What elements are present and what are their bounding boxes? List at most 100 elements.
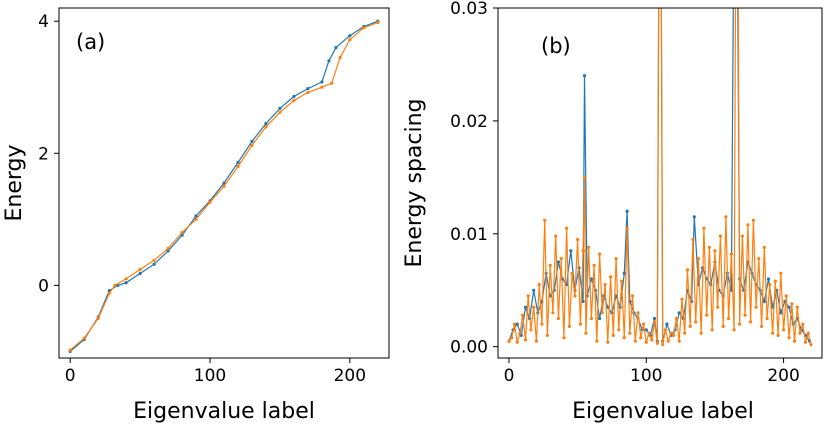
y-tick-label-b: 0.00 — [450, 338, 488, 358]
series-orange-point-b — [521, 313, 525, 317]
series-blue-point-b — [598, 316, 602, 321]
series-blue-point-a — [124, 281, 128, 285]
ticks-b: 0 100 200 0.00 0.01 0.02 0.03 — [450, 0, 800, 386]
series-orange-point-a — [68, 348, 72, 352]
series-blue-point-b — [779, 311, 783, 315]
series-orange-point-b — [592, 263, 596, 267]
series-orange-point-b — [707, 245, 712, 249]
y-axis-label-a: Energy — [2, 144, 27, 221]
series-blue-point-a — [264, 122, 268, 126]
series-orange-point-b — [625, 226, 629, 230]
series-blue-point-b — [692, 215, 696, 219]
series-orange-point-b — [754, 305, 758, 309]
plot-area-a — [68, 19, 380, 353]
x-tick-label-a: 100 — [194, 366, 226, 386]
series-orange-point-b — [537, 283, 541, 287]
series-orange-point-b — [746, 223, 750, 227]
series-orange-point-b — [559, 257, 563, 261]
series-blue-point-b — [677, 311, 681, 315]
series-orange-point-b — [565, 226, 569, 230]
series-orange-point-b — [556, 316, 561, 321]
series-orange-point-b — [567, 324, 572, 328]
series-blue-point-b — [625, 209, 629, 213]
series-blue-point-b — [606, 305, 610, 309]
series-blue-point-b — [556, 260, 561, 264]
series-orange-point-b — [740, 234, 745, 238]
series-blue-point-b — [569, 249, 573, 253]
series-orange-point-a — [96, 316, 100, 320]
series-orange-point-b — [600, 311, 604, 315]
series-blue-point-a — [194, 214, 198, 218]
series-orange-point-b — [683, 331, 687, 335]
series-orange-point-b — [727, 316, 731, 321]
series-orange-point-a — [222, 184, 226, 188]
series-orange-point-b — [548, 263, 552, 267]
series-orange-point-b — [716, 305, 720, 309]
y-tick-label-b: 0.02 — [450, 112, 488, 132]
series-orange-point-b — [515, 340, 519, 344]
series-orange-point-b — [598, 252, 602, 256]
series-orange-point-b — [688, 324, 692, 328]
series-orange-point-a — [113, 283, 117, 287]
series-orange-point-b — [803, 340, 808, 344]
axes-frame-a — [58, 7, 390, 359]
series-orange-point-b — [669, 331, 673, 335]
series-blue-point-b — [581, 299, 585, 304]
x-axis-label-b: Eigenvalue label — [572, 399, 754, 424]
series-orange-point-b — [622, 336, 626, 340]
series-orange-point-b — [710, 328, 714, 332]
series-orange-point-b — [551, 311, 555, 315]
series-orange-point-a — [82, 336, 86, 340]
series-blue-point-a — [348, 34, 352, 38]
series-blue-point-a — [292, 94, 296, 99]
series-orange-point-b — [540, 322, 544, 326]
series-orange-point-b — [806, 331, 810, 335]
series-blue-point-a — [250, 139, 254, 143]
series-orange-point-b — [760, 324, 764, 328]
series-orange-point-b — [751, 218, 756, 222]
series-orange-point-a — [152, 258, 156, 262]
series-orange-point-b — [510, 336, 514, 340]
panel-a: 0 100 200 0 2 4 (a) Eigenvalue label Energy — [2, 7, 390, 424]
series-orange-point-b — [787, 336, 791, 340]
series-orange-point-b — [620, 279, 624, 283]
series-orange-point-b — [576, 237, 580, 242]
y-axis-label-b: Energy spacing — [402, 98, 427, 267]
series-orange-point-b — [584, 331, 588, 335]
series-blue-point-a — [152, 262, 156, 266]
series-orange-point-a — [376, 20, 380, 25]
series-orange-point-a — [348, 38, 352, 42]
series-orange-point-b — [644, 340, 648, 344]
series-blue-point-a — [222, 181, 226, 185]
series-orange-point-b — [661, 342, 665, 347]
series-orange-point-b — [771, 331, 775, 335]
x-tick-label-b: 0 — [504, 366, 515, 386]
series-orange-point-b — [749, 320, 753, 324]
series-orange-point-b — [798, 331, 802, 335]
series-orange-point-a — [306, 90, 310, 95]
series-orange-point-a — [166, 246, 170, 250]
series-orange-point-b — [765, 316, 769, 321]
series-orange-point-b — [507, 339, 511, 343]
series-orange-point-b — [743, 313, 747, 317]
series-orange-point-b — [784, 294, 788, 298]
series-orange-point-a — [320, 85, 324, 89]
series-orange-point-b — [776, 333, 780, 337]
series-blue-point-b — [652, 316, 657, 321]
panel-label-a: (a) — [76, 30, 105, 54]
series-blue-point-b — [665, 322, 669, 326]
series-orange-point-a — [264, 125, 268, 129]
series-blue-point-a — [320, 80, 324, 84]
series-orange-point-b — [647, 331, 651, 335]
series-blue-point-b — [589, 277, 594, 281]
series-orange-point-b — [630, 294, 635, 298]
series-orange-point-b — [532, 305, 536, 309]
series-orange-point-b — [757, 257, 761, 261]
series-orange-point-b — [792, 339, 797, 343]
y-tick-label-a: 4 — [38, 12, 49, 32]
series-blue-point-a — [327, 59, 331, 63]
series-orange-point-b — [724, 215, 728, 219]
series-orange-point-a — [330, 81, 334, 85]
series-orange-point-b — [655, 341, 659, 345]
